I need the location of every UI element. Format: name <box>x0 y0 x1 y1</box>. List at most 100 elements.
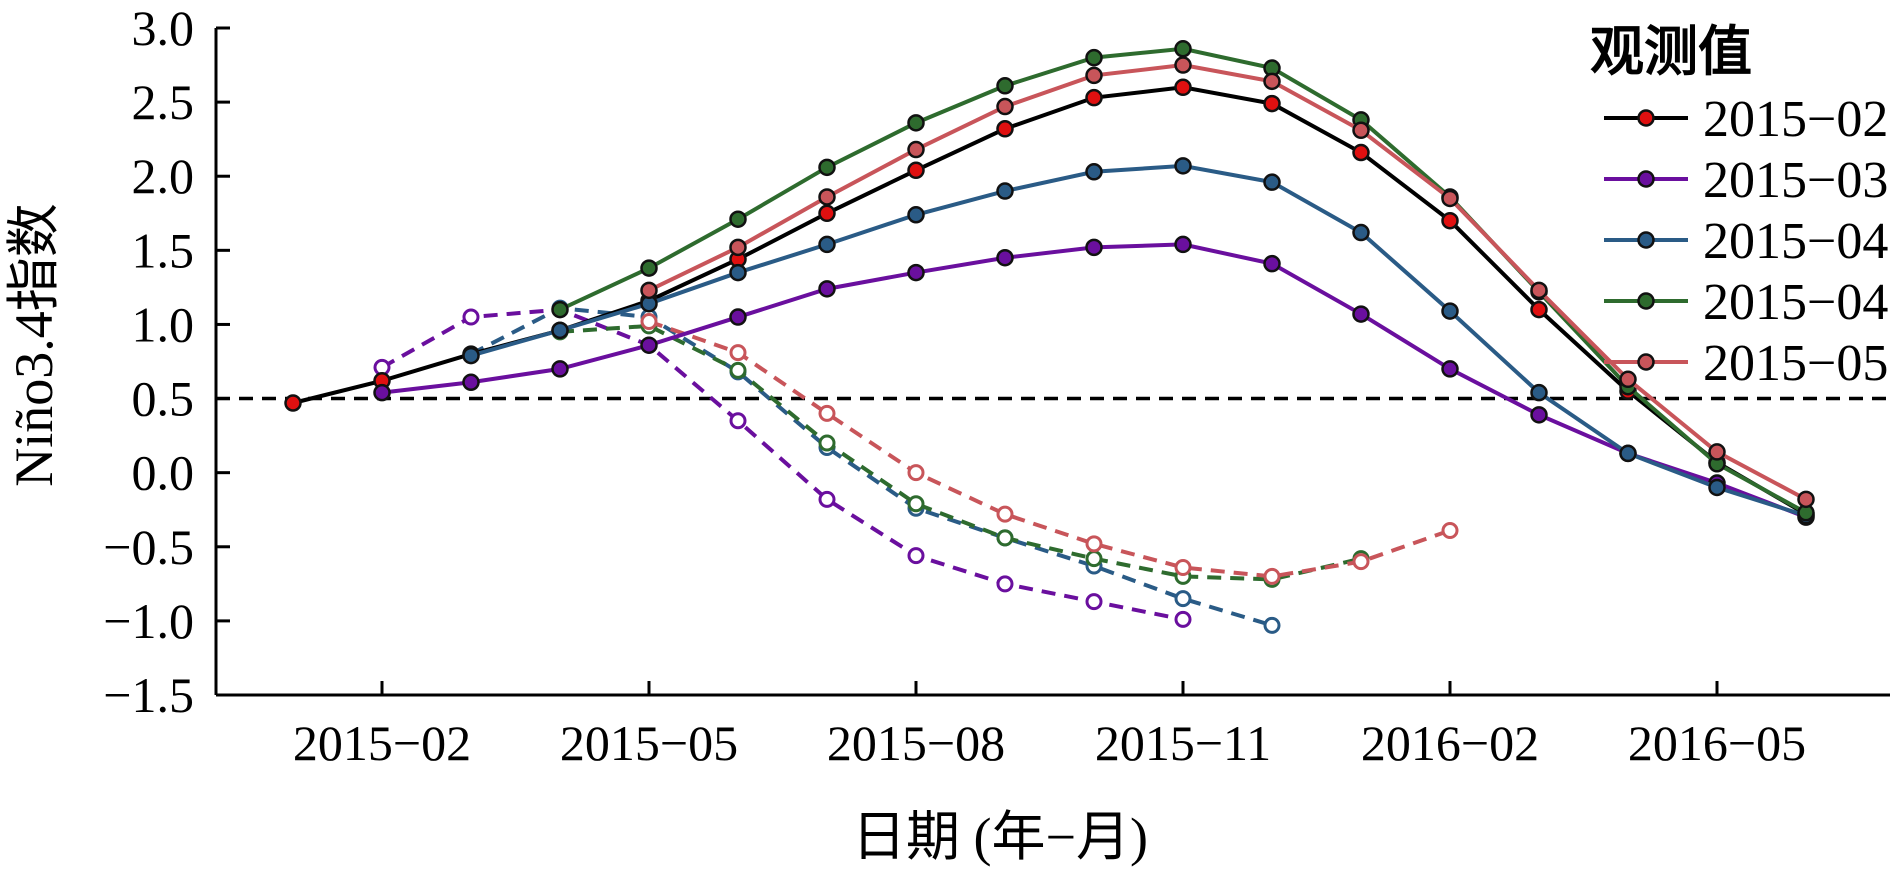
hindcast-point <box>1263 254 1281 273</box>
hindcast-point <box>996 77 1014 95</box>
forecast-point <box>1085 550 1103 568</box>
hindcast-point <box>1619 444 1637 463</box>
hindcast-point <box>373 383 391 402</box>
y-tick-label: 0.0 <box>132 445 195 501</box>
hindcast-point <box>1174 40 1192 58</box>
forecast-point <box>996 505 1014 523</box>
hindcast-point <box>996 248 1014 267</box>
legend-label: 2015−04 <box>1703 213 1888 270</box>
hindcast-point <box>729 238 747 257</box>
hindcast-point <box>1619 370 1637 389</box>
forecast-point <box>729 412 747 430</box>
forecast-line <box>470 306 1273 628</box>
hindcast-point <box>640 281 658 300</box>
hindcast-point <box>1441 302 1459 320</box>
hindcast-point <box>729 308 747 326</box>
forecast-point <box>1085 535 1103 553</box>
series-layer <box>284 40 1815 634</box>
legend-label: 2015−05 <box>1703 335 1888 392</box>
legend-marker <box>1637 353 1655 371</box>
hindcast-point <box>1263 94 1281 113</box>
forecast-point <box>1352 553 1370 571</box>
y-tick-label: 1.0 <box>132 296 195 352</box>
hindcast-point <box>1085 238 1103 257</box>
forecast-point <box>729 361 747 379</box>
hindcast-point <box>907 114 925 132</box>
x-tick-label: 2015−08 <box>827 715 1005 771</box>
hindcast-point <box>1085 66 1103 85</box>
legend-marker <box>1637 231 1655 249</box>
hindcast-point <box>1708 443 1726 461</box>
hindcast-point <box>462 373 480 392</box>
hindcast-point <box>1530 300 1548 319</box>
x-tick-label: 2016−02 <box>1361 715 1539 771</box>
forecast-point <box>1174 610 1192 628</box>
forecast-point <box>996 529 1014 547</box>
hindcast-point <box>1530 383 1548 402</box>
hindcast-point <box>1441 211 1459 230</box>
legend-label: 2015−02 <box>1703 91 1888 148</box>
y-tick-label: 0.5 <box>132 371 195 427</box>
hindcast-line <box>648 63 1807 502</box>
forecast-point <box>1263 567 1281 585</box>
y-tick-label: 1.5 <box>132 222 195 278</box>
hindcast-point <box>996 120 1014 138</box>
y-tick-label: 2.0 <box>132 148 195 204</box>
x-tick-label: 2016−05 <box>1628 715 1806 771</box>
forecast-point <box>818 490 836 508</box>
forecast-point <box>640 312 658 330</box>
forecast-point <box>1441 521 1459 539</box>
y-axis-title: Niño3.4指数 <box>4 203 64 487</box>
hindcast-line <box>292 85 1808 516</box>
forecast-point <box>462 308 480 326</box>
forecast-point <box>1085 593 1103 611</box>
hindcast-point <box>640 259 658 277</box>
hindcast-point <box>818 235 836 254</box>
forecast-point <box>907 547 925 565</box>
legend-marker <box>1637 292 1655 310</box>
y-tick-label: 3.0 <box>132 0 195 56</box>
axes-layer <box>214 28 1890 697</box>
legend-marker <box>1637 109 1655 127</box>
hindcast-point <box>907 206 925 224</box>
y-tick-label: −0.5 <box>103 519 194 575</box>
hindcast-point <box>1530 281 1548 300</box>
forecast-point <box>1174 559 1192 577</box>
forecast-line <box>559 323 1362 582</box>
y-tick-label: −1.0 <box>103 593 194 649</box>
hindcast-point <box>1085 48 1103 67</box>
hindcast-point <box>996 182 1014 200</box>
forecast-point <box>996 575 1014 593</box>
y-tick-label: −1.5 <box>103 667 194 723</box>
x-axis-title: 日期 (年−月) <box>852 807 1148 867</box>
hindcast-line <box>470 163 1807 518</box>
x-tick-label: 2015−05 <box>560 715 738 771</box>
hindcast-line <box>381 242 1807 520</box>
hindcast-point <box>1530 406 1548 424</box>
hindcast-point <box>818 204 836 223</box>
hindcast-point <box>1352 223 1370 242</box>
hindcast-point <box>1352 305 1370 323</box>
forecast-point <box>1174 590 1192 608</box>
ticks-layer: 3.0 2.5 2.0 1.5 1.0 0.5 0.0 −0.5 −1.0 −1.5 2015−02… <box>103 0 1806 771</box>
hindcast-point <box>1263 72 1281 91</box>
hindcast-point <box>907 263 925 282</box>
forecast-line <box>381 307 1184 622</box>
hindcast-point <box>1352 143 1370 162</box>
hindcast-point <box>996 97 1014 116</box>
legend-marker <box>1637 170 1655 188</box>
hindcast-point <box>907 161 925 180</box>
x-tick-label: 2015−11 <box>1095 715 1271 771</box>
forecast-point <box>729 344 747 362</box>
hindcast-point <box>1085 88 1103 107</box>
hindcast-point <box>1174 157 1192 175</box>
hindcast-point <box>1174 235 1192 254</box>
hindcast-point <box>1352 121 1370 140</box>
hindcast-point <box>1441 360 1459 378</box>
hindcast-point <box>818 188 836 206</box>
x-tick-label: 2015−02 <box>293 715 471 771</box>
hindcast-point <box>1174 78 1192 97</box>
